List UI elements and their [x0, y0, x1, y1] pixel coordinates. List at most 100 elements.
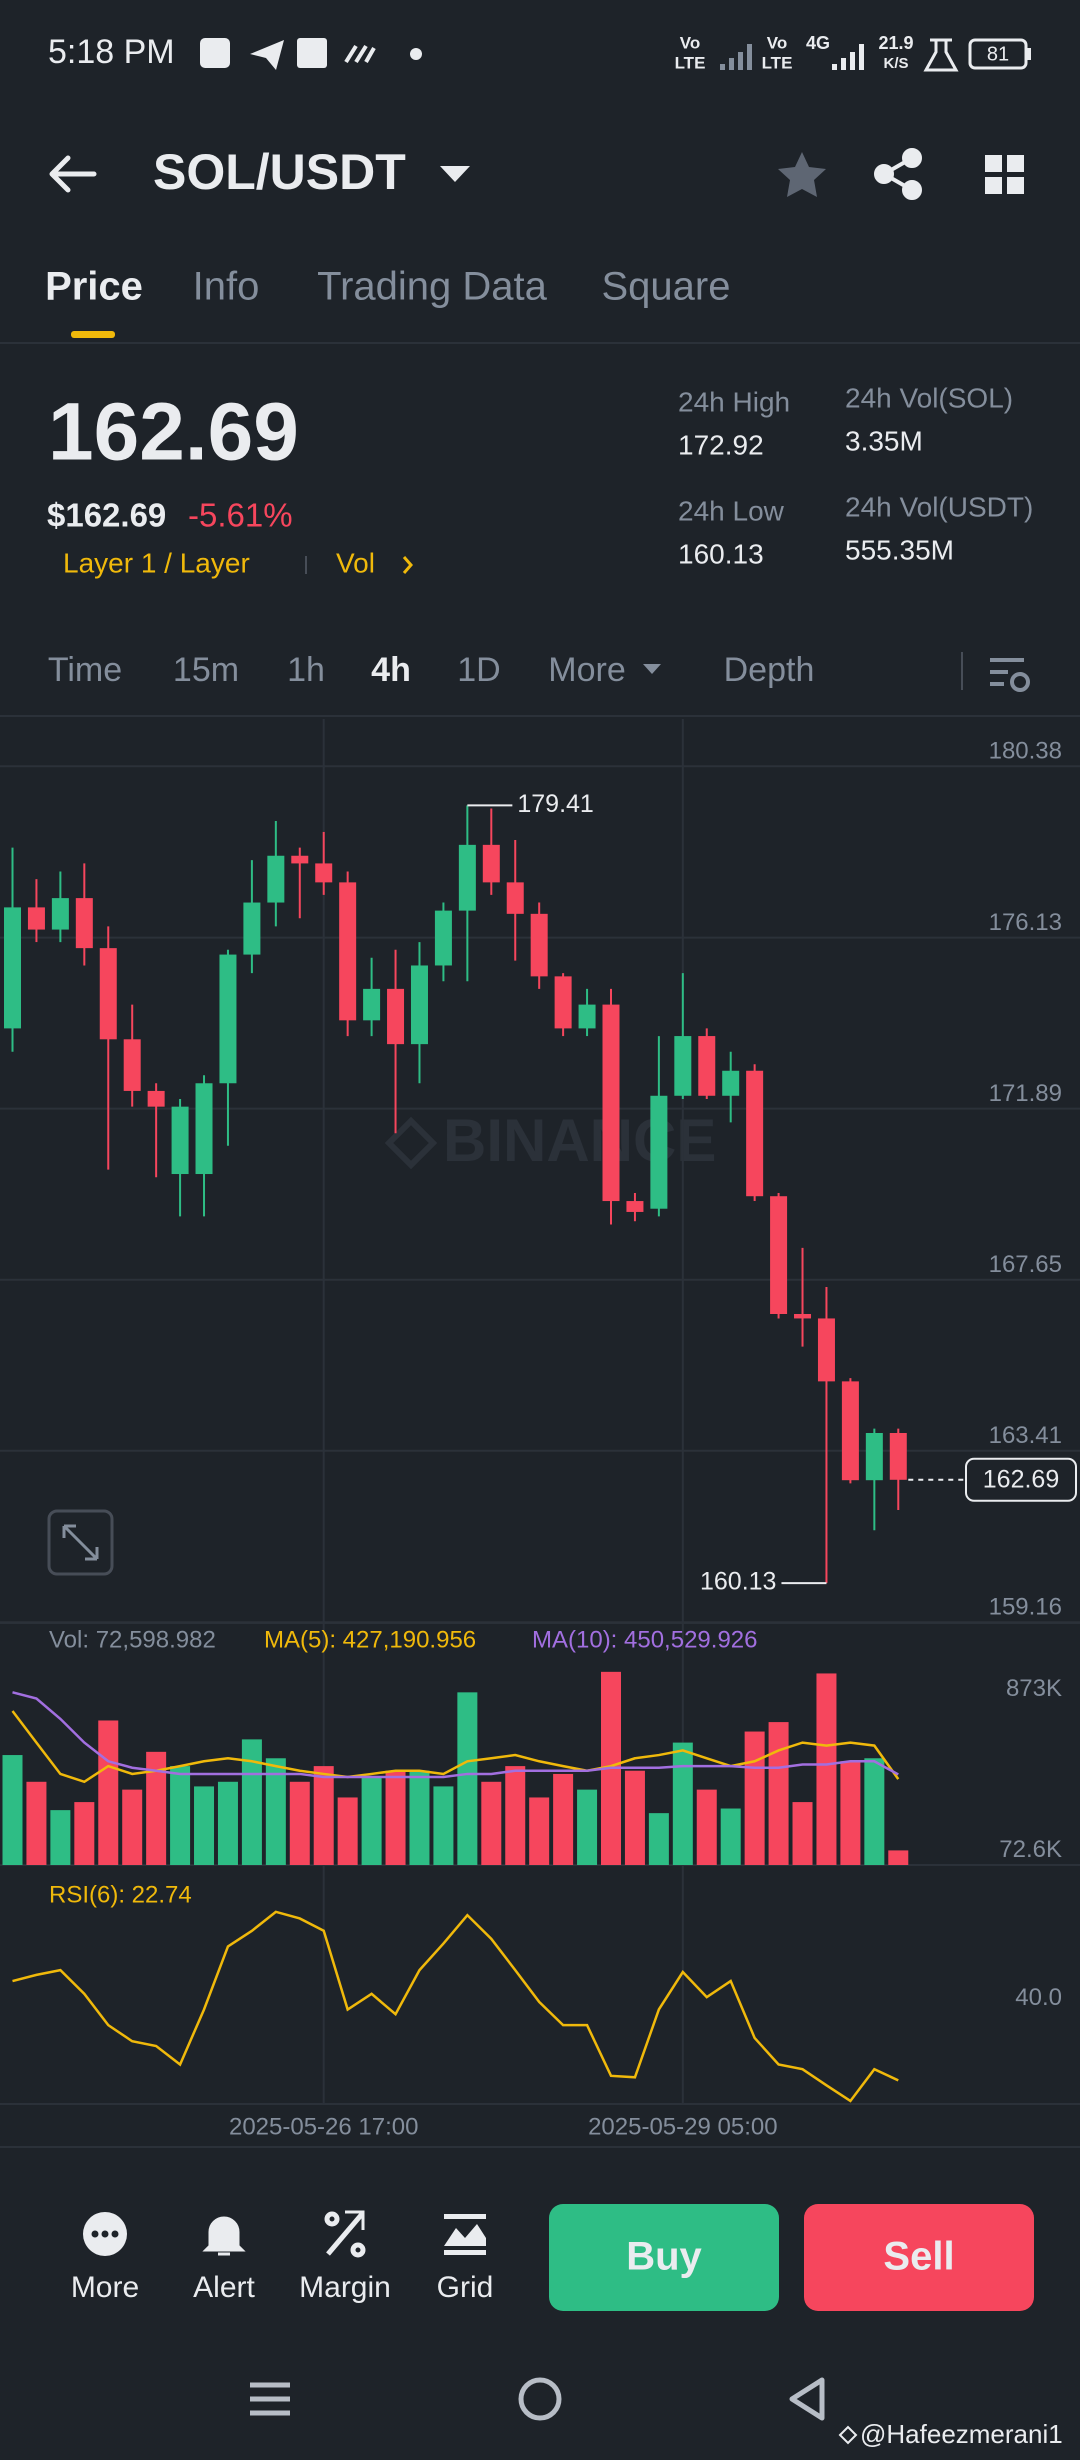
grid-button[interactable] — [985, 155, 1024, 194]
tab[interactable]: Info — [193, 265, 260, 309]
y-tick-label: 180.38 — [989, 738, 1062, 765]
candle-body — [27, 907, 45, 930]
user-watermark: @Hafeezmerani1 — [860, 2419, 1063, 2449]
volume-bar — [361, 1776, 382, 1865]
volume-bar — [577, 1789, 598, 1865]
candle-body — [674, 1036, 692, 1096]
volume-bar — [433, 1786, 454, 1865]
action-label[interactable]: Alert — [193, 2271, 255, 2304]
candle-body — [123, 1039, 141, 1091]
candle-body — [243, 902, 261, 955]
x-tick-label: 2025-05-26 17:00 — [229, 2113, 419, 2140]
back-button[interactable] — [49, 155, 97, 193]
volume-bar — [768, 1722, 789, 1865]
candle-body — [171, 1106, 189, 1175]
volume-bar — [289, 1781, 310, 1865]
status-time: 5:18 PM — [48, 33, 175, 71]
volte: Vo — [767, 33, 787, 52]
last-price: 162.69 — [48, 387, 299, 478]
action-label[interactable]: More — [71, 2271, 139, 2304]
tab-underline — [71, 331, 115, 338]
tab[interactable]: Price — [45, 265, 143, 309]
category-tag[interactable]: Layer 1 / Layer — [63, 547, 250, 578]
interval[interactable]: Time — [48, 651, 122, 689]
volume-bar — [265, 1758, 286, 1865]
signal — [832, 44, 864, 70]
candle-body — [315, 863, 333, 883]
volume-bar — [409, 1770, 430, 1865]
candle-body — [4, 907, 21, 1029]
interval[interactable]: 4h — [371, 651, 411, 689]
volume-bar — [720, 1808, 741, 1865]
pair-title[interactable]: SOL/USDT — [153, 144, 406, 200]
stat-label: 24h Vol(USDT) — [845, 491, 1033, 522]
candle-body — [698, 1036, 716, 1096]
volume-bar — [624, 1770, 645, 1865]
status-icon — [344, 44, 376, 64]
status-icon — [297, 38, 327, 68]
tab[interactable]: Square — [602, 265, 731, 309]
candle-body — [482, 844, 500, 883]
favorite-button[interactable] — [778, 152, 826, 197]
nav-back[interactable] — [789, 2377, 825, 2421]
action-icon — [324, 2210, 366, 2258]
action-label[interactable]: Margin — [299, 2271, 391, 2304]
signal — [720, 44, 752, 70]
buy-button[interactable] — [549, 2204, 779, 2311]
sell-button[interactable] — [804, 2204, 1034, 2311]
candle-body — [889, 1433, 907, 1480]
candle-body — [722, 1070, 740, 1096]
status-icon — [250, 40, 284, 70]
volume-bar — [529, 1797, 550, 1865]
volume-bar — [505, 1766, 526, 1865]
interval[interactable]: More — [548, 651, 625, 689]
y-tick-label: 163.41 — [989, 1422, 1062, 1449]
legend-label: Vol: 72,598.982 — [49, 1626, 216, 1653]
tab[interactable]: Trading Data — [317, 265, 548, 309]
volume-bar — [385, 1770, 406, 1865]
candle-body — [458, 844, 476, 911]
interval[interactable]: 1D — [457, 651, 500, 689]
nav-home[interactable] — [518, 2377, 562, 2421]
candle-body — [770, 1196, 788, 1315]
volume-bar — [864, 1758, 885, 1865]
watermark-logo — [384, 1116, 438, 1170]
candle-body — [219, 954, 237, 1084]
volume-bar — [313, 1766, 334, 1865]
vol-tag[interactable]: Vol — [336, 547, 375, 578]
volume-bar — [457, 1692, 478, 1865]
interval[interactable]: Depth — [724, 651, 815, 689]
volte: LTE — [675, 53, 706, 72]
volume-bar — [50, 1810, 71, 1865]
y-tick-label: 176.13 — [989, 909, 1062, 936]
interval[interactable]: 1h — [287, 651, 325, 689]
action-label[interactable]: Grid — [437, 2271, 494, 2304]
candle-body — [387, 988, 405, 1045]
x-tick-label: 2025-05-29 05:00 — [588, 2113, 778, 2140]
y-tick-label: 873K — [1006, 1675, 1062, 1702]
volume-bar — [672, 1742, 693, 1865]
candle-body — [554, 976, 572, 1029]
stat-label: 24h Low — [678, 495, 785, 526]
candle-body — [267, 855, 285, 903]
interval[interactable]: 15m — [173, 651, 239, 689]
low-label: 160.13 — [700, 1568, 776, 1596]
volume-bar — [888, 1850, 909, 1865]
legend-label: MA(10): 450,529.926 — [532, 1626, 757, 1653]
volume-bar — [194, 1786, 215, 1865]
last-price-label: 162.69 — [983, 1465, 1059, 1493]
volume-bar — [241, 1739, 262, 1865]
y-tick-label: 72.6K — [999, 1836, 1062, 1863]
chart-settings[interactable] — [990, 658, 1030, 692]
candle-body — [794, 1314, 812, 1319]
volume-bar — [816, 1673, 837, 1865]
battery-tip — [1026, 48, 1031, 60]
expand-button[interactable] — [47, 1509, 114, 1576]
watermark-icon — [838, 2425, 858, 2445]
candle-body — [746, 1070, 764, 1197]
share-button[interactable] — [874, 148, 922, 200]
more-dropdown[interactable] — [643, 664, 661, 674]
nav-menu[interactable] — [250, 2382, 290, 2416]
pair-dropdown[interactable] — [440, 166, 470, 182]
